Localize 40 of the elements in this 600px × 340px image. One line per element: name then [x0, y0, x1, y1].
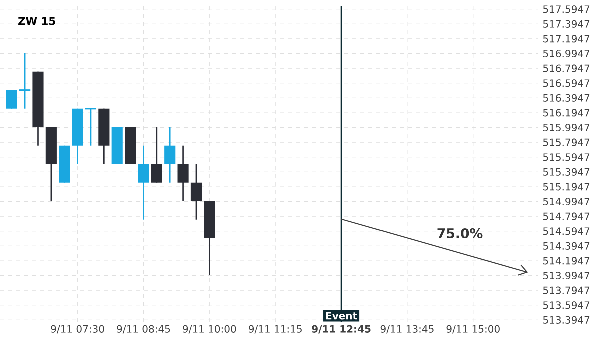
- text: ZW 15: [18, 17, 56, 26]
- y-tick-label: 515.5947: [543, 154, 590, 162]
- y-tick-label: 515.7947: [543, 138, 590, 146]
- y-tick-label: 516.5947: [543, 80, 590, 88]
- y-tick-label: 517.1947: [543, 35, 590, 43]
- ref-line-label: Event: [326, 312, 358, 320]
- y-tick-label: 513.3947: [543, 316, 590, 324]
- candlestick: [18, 52, 32, 110]
- candlestick: [178, 145, 189, 202]
- annotation: 75.0%: [438, 228, 483, 239]
- y-tick-label: 514.7947: [543, 212, 590, 220]
- y-tick-label: 513.9947: [543, 272, 590, 280]
- y-tick-label: 517.3947: [543, 20, 590, 28]
- y-tick-label: 515.9947: [543, 124, 590, 132]
- y-tick-label: 516.3947: [543, 94, 590, 102]
- x-tick-label: 9/11 10:00: [183, 325, 236, 334]
- candlestick: [6, 90, 18, 110]
- candlestick: [164, 126, 176, 184]
- y-tick-label: 515.3947: [543, 168, 590, 176]
- y-tick-label: 513.5947: [543, 302, 590, 310]
- x-tick-label: 9/11 11:15: [248, 325, 302, 334]
- y-tick-label: 514.1947: [543, 257, 590, 265]
- y-tick-label: 516.7947: [543, 64, 590, 72]
- candlestick: [190, 164, 202, 221]
- y-tick-label: 516.1947: [543, 109, 590, 117]
- x-tick-label: 9/11 13:45: [380, 325, 434, 334]
- x-tick-label: 9/11 12:45: [312, 325, 371, 334]
- y-tick-label: 514.3947: [543, 242, 590, 250]
- y-tick-label: 513.7947: [543, 286, 590, 294]
- candlestick: [138, 145, 150, 221]
- candlestick: [84, 108, 98, 147]
- candlestick: [151, 126, 162, 184]
- y-tick-label: 514.9947: [543, 198, 590, 206]
- x-tick-label: 9/11 08:45: [117, 325, 170, 334]
- x-tick-label: 9/11 07:30: [51, 325, 104, 334]
- y-tick-label: 514.5947: [543, 228, 590, 236]
- y-tick-label: 516.9947: [543, 50, 590, 58]
- y-tick-label: 515.1947: [543, 183, 590, 191]
- y-tick-label: 517.5947: [543, 6, 590, 14]
- x-tick-label: 9/11 15:00: [446, 325, 500, 334]
